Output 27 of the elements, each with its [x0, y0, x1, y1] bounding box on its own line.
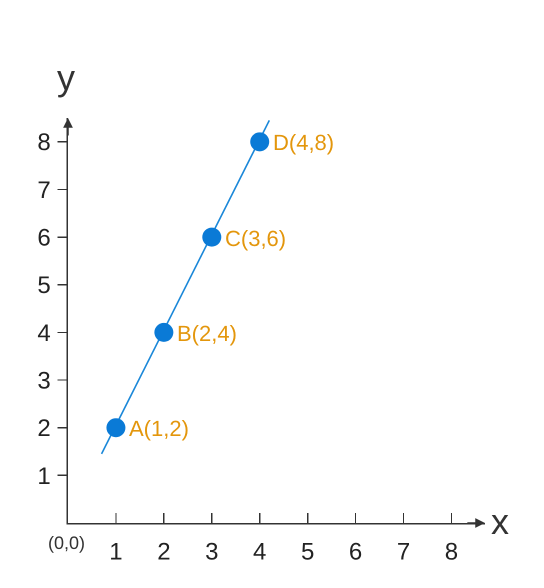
y-tick-label: 1 — [37, 462, 51, 490]
y-tick-label: 8 — [37, 129, 51, 156]
annotation: A(1,2) — [129, 416, 189, 441]
x-tick-label: 5 — [300, 538, 314, 566]
y-tick-label: 2 — [37, 415, 51, 442]
annotation: D(4,8) — [273, 130, 334, 155]
x-tick-label: 4 — [253, 538, 266, 566]
y-tick-label: 4 — [37, 320, 51, 347]
text: (0,0) — [48, 533, 86, 553]
x-axis-title: x — [491, 501, 509, 542]
x-tick-label: 7 — [396, 538, 410, 566]
point — [250, 132, 270, 152]
y-tick-label: 7 — [37, 176, 51, 204]
x-tick-label: 2 — [157, 538, 171, 566]
x-tick-label: 3 — [205, 538, 218, 566]
y-tick-label: 6 — [37, 224, 51, 252]
point — [154, 322, 174, 342]
x-tick-label: 8 — [444, 538, 458, 566]
x-tick-label: 6 — [348, 538, 362, 566]
y-axis-title: y — [57, 57, 75, 98]
y-tick-label: 5 — [37, 272, 51, 300]
point — [202, 228, 222, 247]
annotation: B(2,4) — [177, 321, 237, 346]
annotation: C(3,6) — [225, 226, 286, 251]
point — [106, 418, 126, 438]
x-tick-label: 1 — [109, 538, 123, 566]
y-tick-label: 3 — [37, 367, 51, 394]
